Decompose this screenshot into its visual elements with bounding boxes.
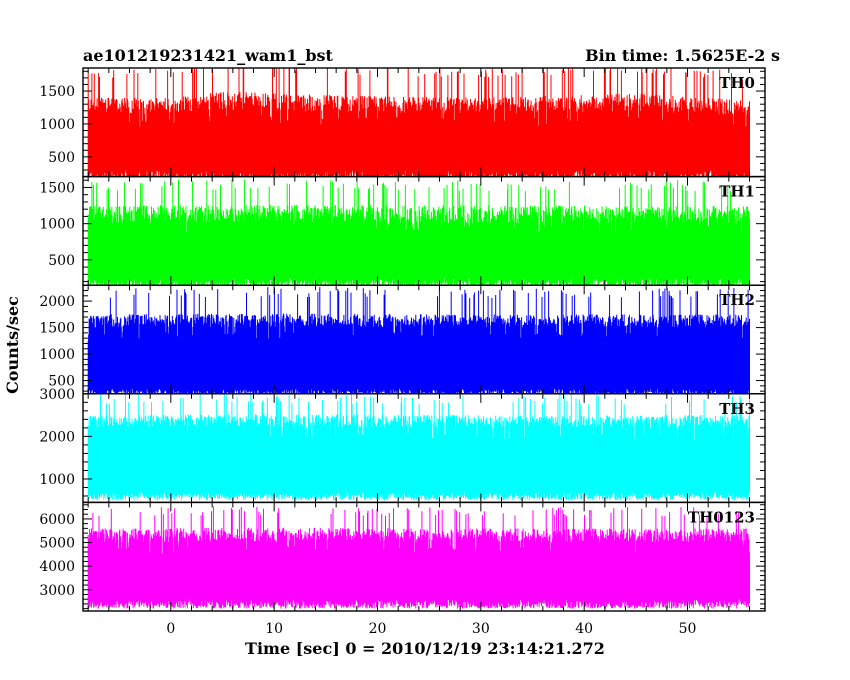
y-tick-label: 500 — [48, 150, 75, 166]
series-th0123 — [87, 506, 750, 609]
y-tick-label: 6000 — [39, 512, 75, 528]
panel-th1: 500 1000 1500 TH1 — [39, 175, 766, 286]
panel-label-th3: TH3 — [719, 400, 755, 418]
y-tick-label: 500 — [48, 253, 75, 269]
y-tick-label: 1000 — [39, 217, 75, 233]
y-tick-label: 1500 — [39, 180, 75, 196]
x-tick-label: 20 — [369, 621, 387, 637]
y-tick-label: 1000 — [39, 117, 75, 133]
y-tick-label: 2000 — [39, 294, 75, 310]
x-tick-label: 30 — [472, 621, 490, 637]
y-tick-label: 1500 — [39, 321, 75, 337]
panel-th0123: 3000 4000 5000 6000 TH0123 — [39, 501, 766, 612]
panel-th2: 500 1000 1500 2000 TH2 — [39, 284, 766, 395]
chart-title: ae101219231421_wam1_bst — [83, 46, 334, 65]
x-tick-label: 0 — [166, 621, 175, 637]
series-th0123-core — [101, 567, 750, 590]
panel-th0: 500 1000 1500 TH0 — [39, 67, 766, 178]
y-tick-label: 5000 — [39, 536, 75, 552]
panel-label-th1: TH1 — [719, 183, 755, 201]
panel-stack: 500 1000 1500 TH0 500 1000 1500 TH1 500 1000 1500 2… — [39, 67, 766, 612]
series-th1 — [87, 179, 750, 286]
x-axis-title: Time [sec] 0 = 2010/12/19 23:14:21.272 — [245, 639, 605, 658]
bin-time-label: Bin time: 1.5625E-2 s — [585, 46, 780, 65]
y-tick-label: 1000 — [39, 472, 75, 488]
series-th2-core — [101, 352, 750, 378]
x-tick-label: 40 — [575, 621, 593, 637]
series-th3-core — [101, 455, 750, 481]
y-tick-label: 3000 — [39, 583, 75, 599]
y-axis-title: Counts/sec — [3, 296, 22, 394]
y-tick-label: 500 — [48, 374, 75, 390]
series-th2 — [87, 287, 750, 394]
y-tick-label: 4000 — [39, 559, 75, 575]
y-tick-label: 1500 — [39, 84, 75, 100]
panel-label-th0123: TH0123 — [688, 508, 755, 526]
y-tick-label: 1000 — [39, 347, 75, 363]
series-th3 — [87, 393, 750, 501]
series-th0-core — [101, 142, 750, 164]
series-th0 — [87, 68, 750, 177]
x-tick-label: 50 — [679, 621, 697, 637]
panel-label-th0: TH0 — [719, 74, 755, 92]
panel-th3: 1000 2000 3000 TH3 — [39, 387, 766, 504]
x-axis: 0 10 20 30 40 50 — [166, 621, 696, 637]
y-tick-label: 3000 — [39, 387, 75, 403]
panel-label-th2: TH2 — [719, 291, 755, 309]
y-tick-label: 2000 — [39, 429, 75, 445]
series-th1-core — [101, 248, 750, 270]
x-tick-label: 10 — [265, 621, 283, 637]
